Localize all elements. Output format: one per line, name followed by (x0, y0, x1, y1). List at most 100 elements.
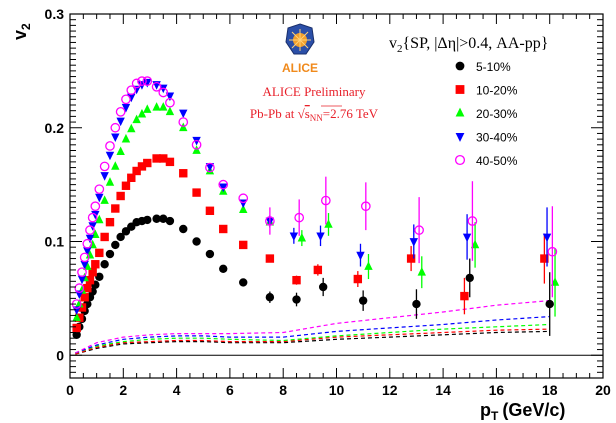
marker-triangle-down (542, 233, 552, 243)
marker-square (406, 254, 416, 263)
marker-circle (205, 249, 215, 259)
marker-open-circle (360, 201, 371, 212)
nonflow-dashed-line (75, 323, 550, 354)
marker-open-circle (99, 161, 110, 172)
marker-triangle-down (165, 92, 175, 102)
marker-triangle-down (409, 238, 418, 247)
logo-burst-rays (289, 29, 311, 51)
marker-triangle-down (179, 109, 188, 119)
marker-square (116, 191, 125, 201)
marker-triangle-up (143, 104, 152, 113)
marker-triangle-down (289, 232, 299, 242)
marker-triangle-up (111, 161, 120, 170)
legend: 5-10% 10-20% 20-30% 30-40% 40-50% (454, 60, 518, 168)
marker-open-circle (142, 76, 153, 86)
marker-square (100, 232, 109, 242)
marker-square (80, 293, 89, 302)
sqrt-s: s (305, 106, 310, 121)
legend-title-sub: 2 (397, 43, 403, 55)
marker-open-circle (126, 85, 137, 96)
marker-circle (358, 296, 368, 305)
marker-triangle-up (159, 102, 168, 111)
marker-triangle-up (165, 106, 175, 116)
marker-triangle-down (105, 151, 115, 161)
marker-circle (105, 249, 115, 259)
marker-square (85, 275, 95, 285)
marker-square (165, 157, 175, 167)
x-tick-label: 20 (595, 382, 611, 398)
x-axis-label-unit: (GeV/c) (502, 400, 565, 420)
marker-open-circle (265, 216, 275, 226)
marker-circle (152, 214, 161, 223)
marker-square (239, 240, 248, 250)
collision-system-prefix: Pb-Pb at (250, 106, 298, 121)
marker-square (77, 303, 87, 312)
marker-square (313, 265, 323, 275)
marker-triangle-up (100, 195, 109, 204)
marker-circle (116, 232, 125, 242)
marker-triangle-down (100, 172, 109, 181)
marker-triangle-down (77, 275, 87, 285)
marker-triangle-down (205, 163, 215, 172)
marker-open-circle (94, 184, 105, 195)
marker-circle (545, 299, 554, 309)
marker-square (75, 313, 84, 322)
marker-square (353, 274, 363, 284)
marker-circle (111, 240, 120, 250)
marker-triangle-up (132, 114, 141, 124)
marker-triangle-down (455, 132, 465, 142)
marker-open-circle (151, 81, 162, 92)
marker-triangle-down (72, 306, 81, 315)
marker-square (95, 248, 104, 258)
marker-triangle-up (116, 146, 125, 155)
marker-square (83, 283, 92, 293)
series-40-50% (71, 76, 558, 309)
marker-square (219, 224, 228, 234)
marker-circle (143, 215, 152, 225)
marker-triangle-up (75, 298, 84, 308)
marker-open-circle (131, 78, 142, 89)
x-tick-label: 8 (279, 382, 287, 398)
marker-circle (219, 264, 228, 273)
marker-open-circle (77, 267, 87, 278)
legend-entry-label: 30-40% (476, 131, 518, 145)
marker-triangle-up (95, 214, 104, 224)
marker-open-circle (82, 238, 93, 249)
nonflow-dashed-line (75, 300, 550, 354)
marker-triangle-up (239, 204, 248, 214)
marker-square (72, 323, 81, 333)
marker-triangle-down (143, 78, 152, 88)
marker-open-circle (414, 225, 424, 235)
marker-triangle-up (127, 123, 136, 133)
marker-open-circle (115, 106, 126, 117)
sqrt-symbol: √ (298, 106, 306, 121)
marker-triangle-up (105, 177, 115, 186)
nonflow-dashed-line (75, 316, 550, 354)
marker-open-circle (85, 225, 95, 235)
y-axis-label-main: v (10, 30, 30, 40)
marker-triangle-up (364, 261, 373, 270)
collision-system-label: Pb-Pb at √sNN=2.76 TeV (250, 106, 379, 123)
marker-triangle-up (72, 312, 81, 322)
data-markers (71, 76, 560, 339)
y-tick-label: 0.1 (45, 234, 65, 250)
alice-logo: ALICE (282, 23, 318, 75)
marker-open-circle (178, 117, 189, 127)
marker-square (460, 291, 469, 301)
x-tick-label: 12 (382, 382, 398, 398)
marker-triangle-up (121, 133, 131, 143)
plot-border (69, 13, 604, 379)
marker-circle (265, 293, 275, 302)
x-axis-label-sub: T (491, 409, 499, 423)
x-tick-label: 4 (173, 382, 181, 398)
marker-square (455, 85, 465, 94)
legend-entry-label: 5-10% (476, 60, 511, 74)
marker-open-circle (121, 94, 131, 105)
marker-triangle-up (152, 102, 161, 111)
series-5-10% (72, 214, 554, 339)
marker-circle (100, 260, 109, 269)
marker-square (111, 204, 120, 213)
marker-square (132, 166, 141, 176)
marker-open-circle (87, 212, 98, 223)
